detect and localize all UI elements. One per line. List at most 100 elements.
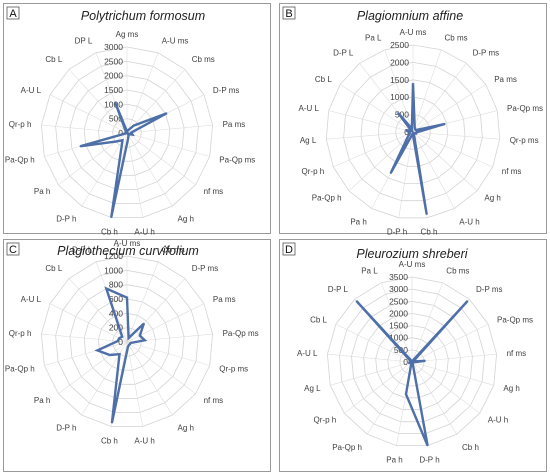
- data-point: [128, 344, 130, 346]
- category-label: Pa h: [34, 396, 50, 405]
- panel-letter: B: [285, 8, 292, 20]
- category-label: Cb h: [101, 436, 118, 445]
- category-label: DP L: [75, 37, 93, 46]
- data-point: [415, 131, 418, 133]
- panel-letter-box: [282, 6, 296, 20]
- data-point: [126, 131, 128, 133]
- category-label: Ag h: [178, 424, 194, 433]
- category-label: Qr-p h: [9, 329, 32, 338]
- grid-ring: [387, 337, 437, 387]
- tick-label: 600: [109, 294, 123, 304]
- grid-ring: [69, 75, 185, 190]
- panel-letter-box: [282, 242, 296, 256]
- data-point: [117, 340, 119, 342]
- category-label: Ag L: [300, 136, 317, 145]
- data-point: [355, 300, 357, 302]
- grid-ring: [377, 96, 449, 167]
- spoke: [412, 63, 467, 133]
- data-point: [110, 216, 112, 219]
- category-label: Pa h: [350, 217, 366, 226]
- data-point: [118, 353, 121, 355]
- category-label: Qr-p h: [302, 167, 325, 176]
- spoke: [126, 341, 210, 366]
- tick-label: 800: [109, 280, 123, 290]
- data-point: [129, 342, 131, 344]
- tick-label: 1000: [390, 92, 409, 102]
- data-point: [115, 141, 117, 143]
- spoke: [412, 131, 455, 209]
- tick-label: 500: [109, 114, 123, 124]
- data-point: [128, 337, 130, 339]
- spoke: [326, 131, 414, 140]
- grid-ring: [395, 114, 431, 150]
- tick-label: 2500: [104, 56, 123, 66]
- spoke: [335, 323, 413, 363]
- data-point: [105, 287, 107, 290]
- data-point: [427, 445, 429, 447]
- tick-label: 0: [403, 357, 408, 367]
- data-point: [166, 112, 168, 114]
- spoke: [412, 131, 493, 168]
- category-label: Ag h: [484, 194, 500, 203]
- category-label: D-P L: [333, 49, 354, 58]
- tick-label: 2000: [390, 57, 409, 67]
- grid-ring: [69, 284, 185, 399]
- data-point: [111, 422, 113, 424]
- data-point: [143, 322, 145, 325]
- tick-label: 1200: [104, 251, 123, 261]
- data-point: [127, 138, 129, 140]
- data-point: [133, 125, 135, 127]
- spoke: [49, 303, 128, 343]
- spoke: [411, 361, 494, 386]
- category-label: Cb ms: [446, 266, 469, 275]
- tick-label: 400: [109, 308, 123, 318]
- category-label: Cb L: [45, 264, 62, 273]
- category-label: Qr-p ms: [510, 136, 539, 145]
- tick-label: 3500: [389, 272, 408, 282]
- spoke: [81, 132, 128, 207]
- spoke: [126, 69, 186, 134]
- spoke: [340, 84, 414, 133]
- data-point: [415, 132, 417, 134]
- category-label: Cb ms: [162, 246, 185, 255]
- tick-label: 0: [118, 337, 123, 347]
- spoke: [68, 69, 128, 134]
- spoke: [44, 341, 128, 366]
- category-label: Pa-Qp ms: [497, 316, 533, 325]
- category-label: Pa-Qp ms: [223, 329, 259, 338]
- spoke: [412, 49, 442, 133]
- data-point: [130, 132, 132, 134]
- data-point: [411, 360, 413, 362]
- category-label: D-P h: [419, 455, 439, 464]
- tick-label: 2000: [389, 308, 408, 318]
- data-point: [129, 343, 131, 345]
- tick-label: 2000: [104, 71, 123, 81]
- tick-label: 2500: [389, 296, 408, 306]
- category-label: Pa ms: [213, 295, 236, 304]
- category-label: Pa-Qp h: [5, 364, 35, 373]
- data-point: [414, 126, 416, 128]
- grid-ring: [360, 79, 466, 184]
- category-label: Ag L: [304, 384, 321, 393]
- data-point: [118, 337, 120, 339]
- spoke: [333, 131, 414, 168]
- category-label: Pa-Qp ms: [219, 155, 255, 164]
- data-point: [412, 82, 414, 84]
- series-line: [355, 300, 469, 447]
- category-label: Cb ms: [445, 33, 468, 42]
- category-label: Cb L: [45, 55, 62, 64]
- data-point: [126, 297, 128, 299]
- data-point: [414, 128, 416, 130]
- category-label: A-U ms: [114, 239, 141, 248]
- category-label: nf ms: [507, 349, 527, 358]
- tick-label: 1500: [389, 321, 408, 331]
- spoke: [412, 131, 478, 192]
- data-point: [121, 336, 123, 338]
- category-label: D-P L: [328, 285, 349, 294]
- spoke: [126, 261, 159, 343]
- tick-label: 1000: [389, 333, 408, 343]
- category-label: Cb L: [315, 75, 332, 84]
